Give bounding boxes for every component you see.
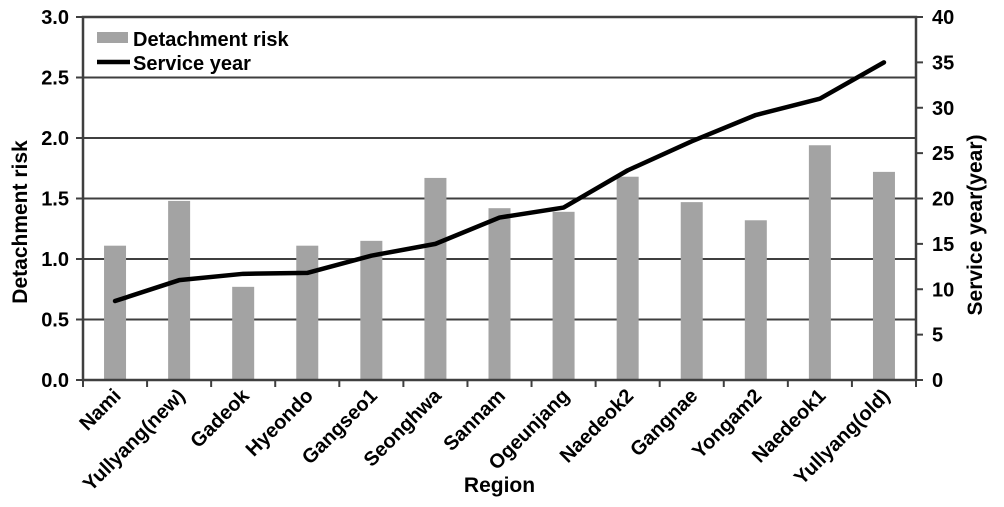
y-left-tick-label: 0.0 bbox=[41, 370, 69, 392]
x-axis-title: Region bbox=[464, 474, 535, 497]
y-right-tick-label: 15 bbox=[932, 234, 954, 256]
bar-naedeok1 bbox=[808, 145, 831, 380]
bar-ogeunjang bbox=[552, 211, 575, 380]
bar-naedeok2 bbox=[616, 176, 639, 380]
bar-seonghwa bbox=[424, 177, 447, 380]
bar-gangnae bbox=[680, 202, 703, 380]
bar-yullyang-new- bbox=[168, 200, 191, 380]
y-right-tick-label: 25 bbox=[932, 143, 954, 165]
service-year-line bbox=[112, 60, 887, 304]
y-left-tick-label: 1.5 bbox=[41, 189, 69, 211]
bar-hyeondo bbox=[296, 245, 319, 380]
legend-label-detachment-risk: Detachment risk bbox=[133, 29, 289, 51]
y-right-axis-title: Service year(year) bbox=[964, 135, 987, 316]
y-right-tick-label: 20 bbox=[932, 189, 954, 211]
y-left-tick-label: 0.5 bbox=[41, 310, 69, 332]
bar-nami bbox=[104, 245, 127, 380]
bar-yullyang-old- bbox=[872, 171, 895, 380]
y-right-tick-label: 5 bbox=[932, 325, 943, 347]
y-left-axis-title: Detachment risk bbox=[9, 140, 32, 304]
legend-label-service-year: Service year bbox=[133, 53, 251, 75]
bar-yongam2 bbox=[744, 220, 767, 380]
legend-bar-swatch bbox=[97, 32, 128, 43]
y-right-tick-label: 40 bbox=[932, 7, 954, 29]
bar-sannam bbox=[488, 208, 511, 380]
y-left-tick-label: 3.0 bbox=[41, 7, 69, 29]
y-right-tick-label: 0 bbox=[932, 370, 943, 392]
y-left-tick-label: 1.0 bbox=[41, 249, 69, 271]
bar-gangseo1 bbox=[360, 240, 383, 380]
y-right-tick-label: 35 bbox=[932, 52, 954, 74]
y-left-tick-label: 2.5 bbox=[41, 68, 69, 90]
bar-gadeok bbox=[232, 286, 255, 380]
y-left-tick-label: 2.0 bbox=[41, 128, 69, 150]
y-right-tick-label: 10 bbox=[932, 279, 954, 301]
y-right-tick-label: 30 bbox=[932, 98, 954, 120]
